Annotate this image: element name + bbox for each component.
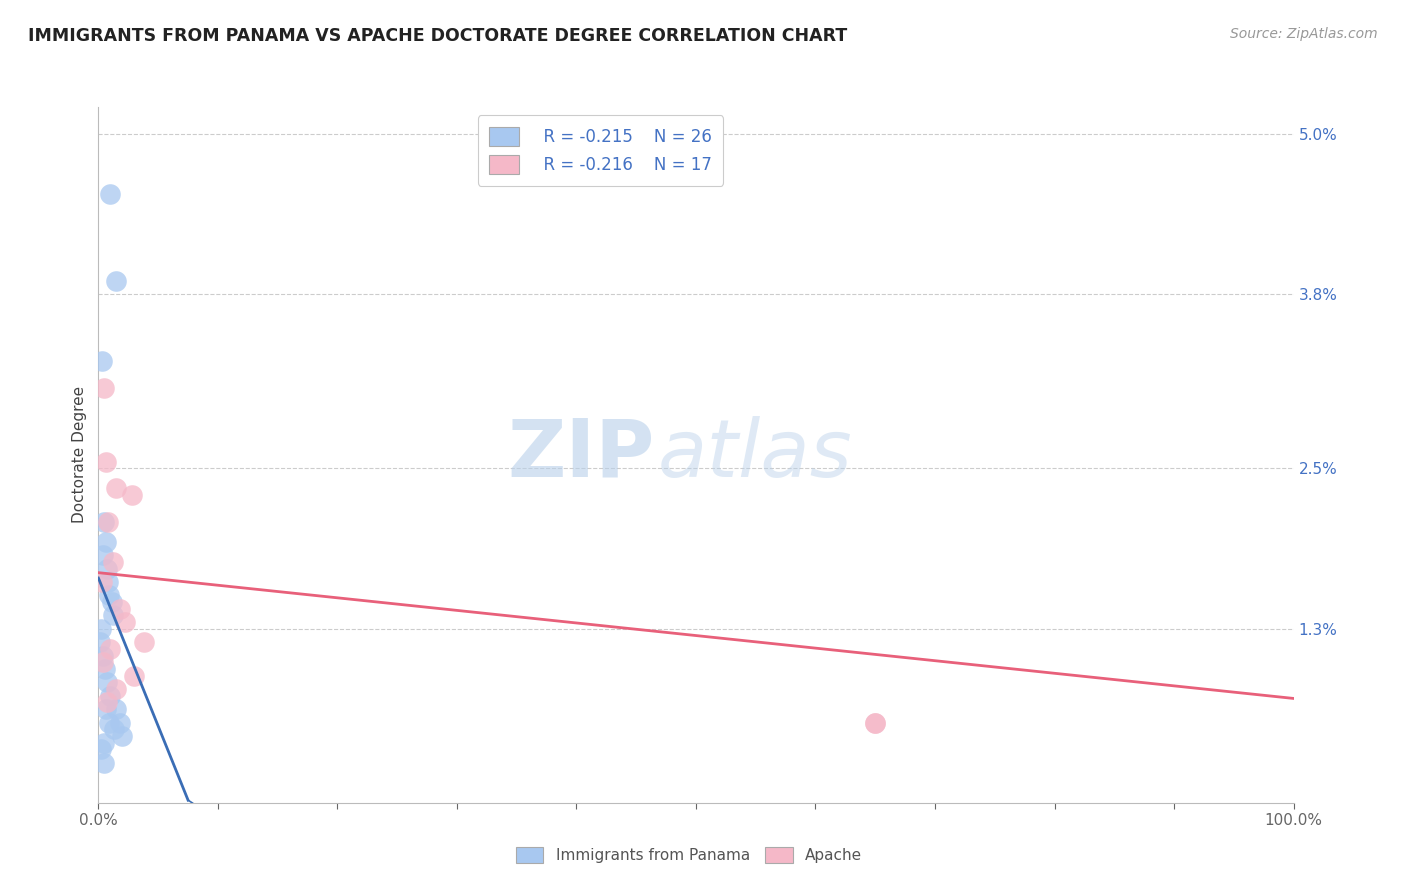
Point (96, 562, 118, 576)
Point (96, 702, 118, 716)
Point (93, 381, 115, 395)
Point (98, 187, 122, 202)
Point (93, 735, 115, 749)
Point (114, 615, 136, 630)
Text: atlas: atlas (658, 416, 852, 494)
Point (105, 274, 128, 288)
Point (863, 715, 886, 730)
Point (108, 602, 131, 616)
Point (97, 515, 120, 529)
Point (98, 689, 121, 703)
Point (91, 548, 114, 563)
Point (91, 655, 114, 669)
Text: Source: ZipAtlas.com: Source: ZipAtlas.com (1230, 27, 1378, 41)
Point (121, 488, 143, 502)
Point (89, 635, 111, 649)
Point (91, 648, 114, 663)
Legend: Immigrants from Panama, Apache: Immigrants from Panama, Apache (508, 839, 870, 871)
Point (96, 675, 118, 690)
Point (93, 756, 115, 770)
Point (111, 729, 134, 743)
Point (103, 723, 125, 737)
Point (105, 681, 128, 696)
Point (108, 715, 131, 730)
Point (90, 622, 112, 636)
Point (132, 635, 155, 649)
Point (98, 642, 122, 657)
Point (94, 535, 117, 549)
Point (97, 715, 120, 730)
Point (863, 715, 886, 730)
Point (98, 589, 121, 603)
Text: IMMIGRANTS FROM PANAMA VS APACHE DOCTORATE DEGREE CORRELATION CHART: IMMIGRANTS FROM PANAMA VS APACHE DOCTORA… (28, 27, 848, 45)
Point (96, 696, 118, 710)
Point (101, 555, 124, 569)
Legend:   R = -0.215    N = 26,   R = -0.216    N = 17: R = -0.215 N = 26, R = -0.216 N = 17 (478, 115, 723, 186)
Point (91, 354, 114, 368)
Point (105, 702, 128, 716)
Point (100, 595, 122, 609)
Point (94, 455, 117, 469)
Y-axis label: Doctorate Degree: Doctorate Degree (72, 386, 87, 524)
Point (105, 482, 128, 496)
Point (124, 669, 146, 683)
Point (93, 515, 115, 529)
Point (101, 608, 124, 623)
Point (97, 575, 120, 590)
Text: ZIP: ZIP (508, 416, 654, 494)
Point (94, 662, 117, 676)
Point (91, 575, 114, 590)
Point (90, 742, 112, 756)
